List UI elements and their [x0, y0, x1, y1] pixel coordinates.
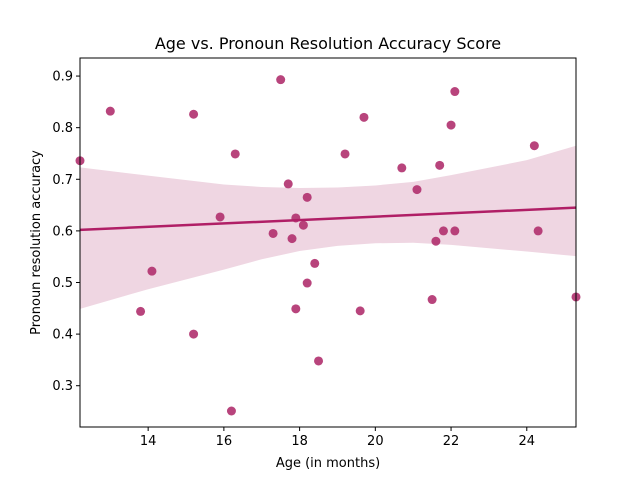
scatter-point: [446, 120, 456, 130]
scatter-point: [291, 304, 301, 314]
scatter-point: [359, 112, 369, 122]
x-axis-label: Age (in months): [276, 456, 380, 471]
scatter-point: [431, 236, 441, 246]
y-tick-label: 0.3: [52, 379, 73, 394]
scatter-point: [268, 228, 278, 238]
scatter-point: [310, 258, 320, 268]
scatter-point: [136, 306, 146, 316]
y-tick-label: 0.4: [52, 328, 73, 343]
x-tick-label: 14: [140, 434, 157, 449]
y-tick-label: 0.9: [52, 70, 73, 85]
x-tick-label: 24: [519, 434, 536, 449]
scatter-point: [302, 278, 312, 288]
confidence-band: [80, 145, 576, 309]
y-axis-ticks: 0.3 0.4 0.5 0.6 0.7 0.8 0.9: [52, 70, 80, 394]
scatter-point: [533, 226, 543, 236]
scatter-point: [412, 185, 422, 195]
x-tick-label: 20: [367, 434, 384, 449]
scatter-point: [450, 226, 460, 236]
scatter-point: [283, 179, 293, 189]
scatter-point: [340, 149, 350, 159]
scatter-point: [147, 266, 157, 276]
scatter-point: [298, 220, 308, 230]
confidence-band-area: [80, 145, 576, 309]
scatter-point: [529, 141, 539, 151]
y-tick-label: 0.5: [52, 276, 73, 291]
scatter-point: [438, 226, 448, 236]
scatter-point: [226, 406, 236, 416]
y-tick-label: 0.8: [52, 121, 73, 136]
scatter-point: [105, 106, 115, 116]
scatter-point: [189, 109, 199, 119]
scatter-point: [355, 306, 365, 316]
plot-area-frame: [79, 57, 577, 428]
regression-line: [79, 206, 577, 232]
scatter-point: [397, 163, 407, 173]
x-tick-label: 18: [291, 434, 308, 449]
scatter-point: [427, 295, 437, 305]
chart-title: Age vs. Pronoun Resolution Accuracy Scor…: [155, 34, 501, 53]
scatter-point: [189, 329, 199, 339]
scatter-point: [287, 234, 297, 244]
x-tick-label: 16: [216, 434, 233, 449]
x-axis-ticks: 14 16 18 20 22 24: [140, 427, 535, 449]
regression-line-group: [79, 206, 577, 232]
scatter-point: [276, 75, 286, 85]
x-tick-label: 22: [443, 434, 460, 449]
y-tick-label: 0.6: [52, 224, 73, 239]
y-axis-label: Pronoun resolution accuracy: [29, 150, 44, 335]
scatter-point: [314, 356, 324, 366]
scatter-point: [435, 160, 445, 170]
scatter-point: [215, 212, 225, 222]
y-tick-label: 0.7: [52, 173, 73, 188]
scatter-point: [450, 87, 460, 97]
scatter-point: [302, 192, 312, 202]
scatter-point: [230, 149, 240, 159]
